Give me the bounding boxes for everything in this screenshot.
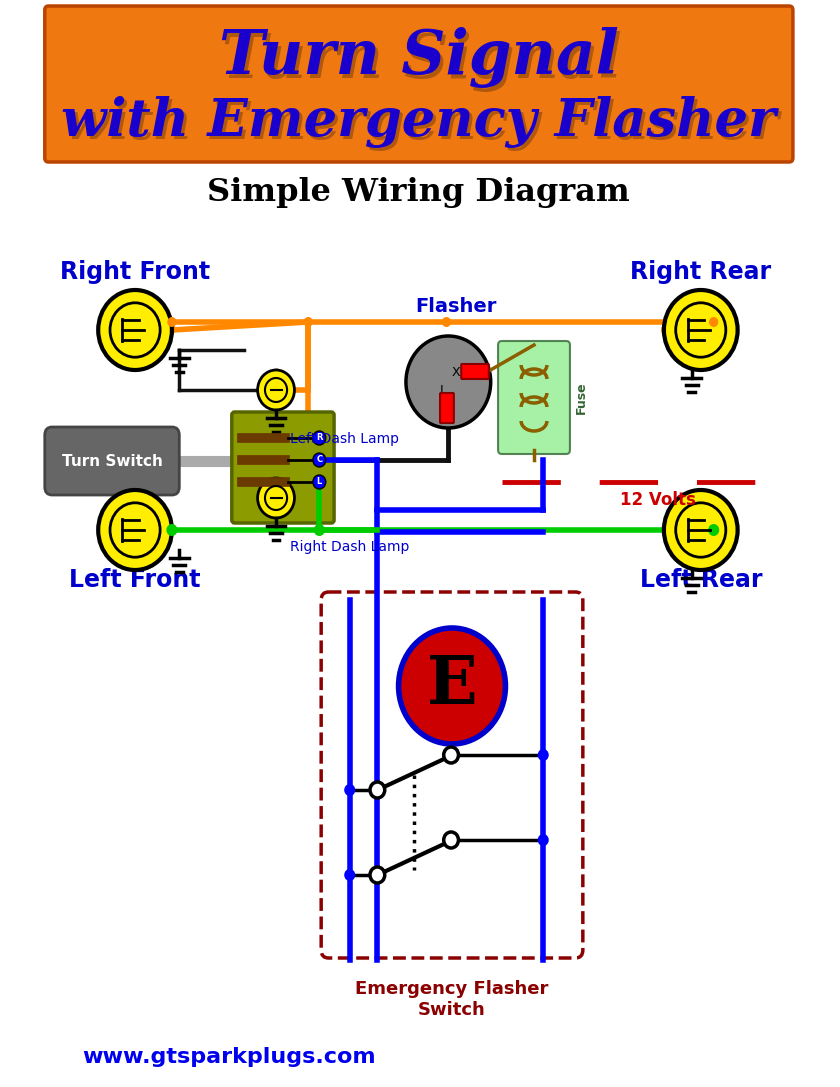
Circle shape [444, 832, 459, 848]
Circle shape [344, 869, 355, 880]
Circle shape [314, 524, 325, 536]
Circle shape [664, 290, 738, 370]
Circle shape [312, 432, 326, 445]
Circle shape [344, 784, 355, 796]
Text: Right Rear: Right Rear [630, 260, 771, 284]
Text: Fuse: Fuse [575, 382, 587, 414]
Circle shape [312, 453, 326, 467]
Circle shape [98, 290, 172, 370]
FancyBboxPatch shape [440, 393, 454, 423]
Text: Right Front: Right Front [60, 260, 210, 284]
Text: Left Dash Lamp: Left Dash Lamp [290, 432, 399, 446]
Text: 12 Volts: 12 Volts [621, 491, 696, 509]
Text: www.gtsparkplugs.com: www.gtsparkplugs.com [82, 1047, 376, 1067]
Circle shape [398, 628, 506, 744]
Text: with Emergency Flasher: with Emergency Flasher [64, 99, 779, 151]
Circle shape [166, 524, 177, 536]
FancyBboxPatch shape [498, 341, 570, 454]
Text: Turn Signal: Turn Signal [219, 27, 619, 88]
Circle shape [370, 867, 385, 883]
FancyBboxPatch shape [321, 592, 583, 958]
Circle shape [709, 317, 718, 327]
Text: Right Dash Lamp: Right Dash Lamp [290, 540, 409, 554]
Text: Left Front: Left Front [70, 569, 201, 592]
Circle shape [312, 475, 326, 489]
FancyBboxPatch shape [232, 412, 334, 523]
Circle shape [708, 524, 719, 536]
Circle shape [370, 782, 385, 798]
Text: Simple Wiring Diagram: Simple Wiring Diagram [207, 177, 630, 209]
Text: L: L [317, 477, 322, 487]
Text: R: R [316, 434, 323, 442]
Circle shape [538, 749, 549, 761]
Text: C: C [317, 455, 323, 464]
Circle shape [98, 490, 172, 570]
Circle shape [406, 336, 491, 428]
Text: Left Rear: Left Rear [639, 569, 762, 592]
Circle shape [442, 317, 451, 327]
FancyBboxPatch shape [45, 7, 793, 162]
Circle shape [167, 317, 176, 327]
Circle shape [664, 490, 738, 570]
Text: Turn Switch: Turn Switch [61, 453, 162, 468]
Circle shape [304, 317, 312, 327]
Text: E: E [427, 653, 477, 719]
Circle shape [258, 478, 295, 518]
Text: Flasher: Flasher [415, 298, 496, 316]
FancyBboxPatch shape [45, 427, 179, 495]
Circle shape [258, 370, 295, 410]
Text: Turn Signal: Turn Signal [222, 30, 622, 91]
Text: Emergency Flasher
Switch: Emergency Flasher Switch [355, 980, 549, 1019]
Circle shape [538, 834, 549, 846]
Text: X: X [451, 365, 460, 378]
Text: L: L [440, 384, 447, 397]
Circle shape [444, 747, 459, 763]
Text: with Emergency Flasher: with Emergency Flasher [61, 96, 776, 148]
FancyBboxPatch shape [461, 364, 489, 379]
